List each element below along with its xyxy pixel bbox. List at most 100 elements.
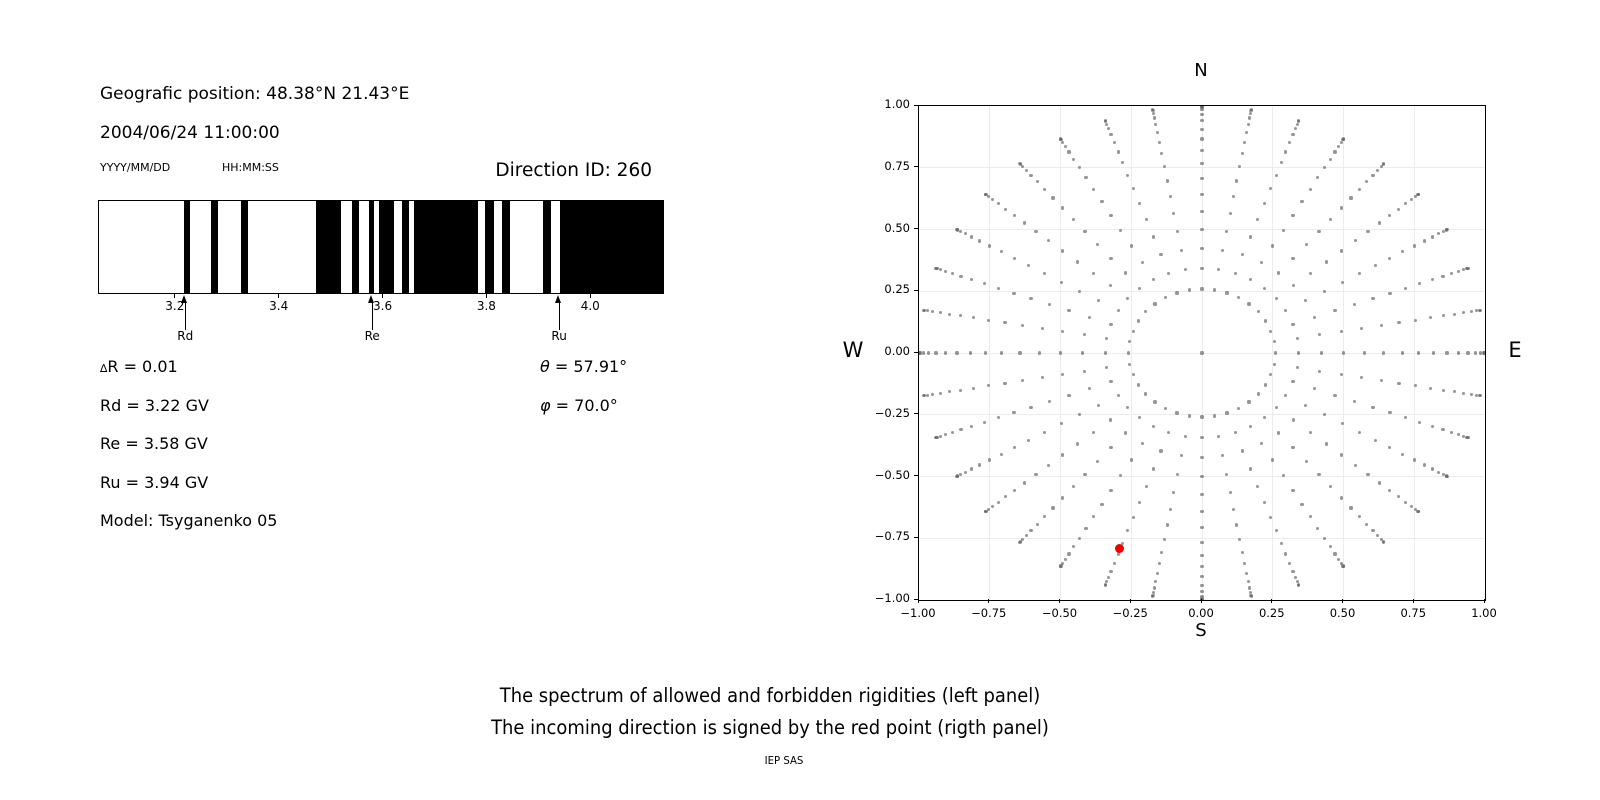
scatter-dot (1337, 144, 1341, 148)
scatter-dot (978, 239, 982, 243)
scatter-dot (1144, 310, 1148, 314)
scatter-dot (1409, 504, 1413, 508)
scatter-dot (1109, 488, 1113, 493)
scatter-dot (1474, 393, 1479, 397)
phi-value: φ = 70.0° (540, 396, 618, 415)
scatter-dot (1012, 488, 1016, 493)
scatter-dot (1021, 537, 1025, 541)
scatter-dot (1047, 302, 1052, 307)
scatter-dot (996, 202, 1000, 206)
scatter-dot (1058, 137, 1063, 141)
scatter-dot (1295, 336, 1299, 340)
scatter-dot (1200, 598, 1204, 600)
scatter-dot (1200, 209, 1204, 213)
scatter-dot (1157, 140, 1162, 144)
scatter-dot (1353, 239, 1357, 243)
rigidity-spectrum-plot (98, 200, 664, 294)
scatter-dot (1333, 309, 1337, 313)
scatter-dot (1457, 433, 1461, 437)
scatter-dot (950, 272, 954, 276)
allowed-rigidity-band (184, 201, 190, 293)
scatter-dot (1388, 411, 1392, 415)
scatter-dot (996, 500, 1000, 504)
scatter-dot (959, 473, 963, 477)
scatter-dot (1428, 316, 1432, 320)
scatter-dot (1047, 239, 1051, 243)
scatter-dot (1397, 321, 1401, 325)
scatter-dot (1333, 552, 1337, 556)
scatter-dot (1469, 309, 1473, 314)
scatter-dot (1318, 369, 1322, 373)
scatter-dot (1291, 256, 1295, 260)
scatter-dot (1155, 130, 1160, 135)
scatter-dot (1061, 562, 1065, 566)
scatter-dot (1284, 552, 1288, 556)
scatter-dot (1140, 441, 1144, 445)
scatter-dot (1295, 579, 1299, 584)
scatter-dot (1288, 141, 1292, 145)
scatter-dot (996, 416, 1000, 420)
scatter-dot (1238, 165, 1242, 169)
scatter-dot (1213, 288, 1217, 292)
scatter-dot (1200, 565, 1204, 569)
scatter-dot (1096, 459, 1100, 464)
scatter-dot (1349, 506, 1353, 510)
scatter-dot (1092, 187, 1096, 191)
scatter-dot (1441, 274, 1445, 279)
scatter-dot (1457, 269, 1461, 273)
cutoff-marker-arrow-line (184, 302, 186, 330)
scatter-dot (1096, 299, 1100, 303)
scatter-dot (1240, 152, 1244, 156)
scatter-dot (1067, 393, 1071, 397)
scatter-dot (1003, 381, 1007, 385)
scatter-dot (1003, 207, 1008, 211)
scatter-dot (1092, 272, 1096, 276)
x-axis-tick-label: −0.75 (971, 606, 1007, 620)
scatter-dot (1100, 502, 1104, 506)
scatter-dot (1274, 297, 1278, 301)
scatter-dot (1376, 534, 1380, 538)
cutoff-marker-arrow-line (371, 302, 373, 330)
scatter-dot (1109, 133, 1113, 137)
scatter-dot (1362, 351, 1366, 355)
scatter-dot (938, 311, 942, 315)
cutoff-marker-arrow-line (558, 302, 560, 330)
scatter-dot (1112, 141, 1116, 145)
credit-text: IEP SAS (764, 754, 804, 767)
scatter-dot (1430, 278, 1434, 282)
scatter-dot (1274, 405, 1278, 409)
scatter-dot (1388, 213, 1392, 218)
scatter-dot (1317, 473, 1321, 477)
scatter-dot (1138, 416, 1142, 420)
scatter-dot (1083, 229, 1087, 233)
scatter-dot (1248, 467, 1252, 471)
rigidity-axis-tick-label: 4.0 (580, 299, 600, 313)
y-axis-tick-label: −0.75 (874, 529, 910, 544)
y-axis-tick-label: 1.00 (884, 97, 910, 111)
scatter-dot (1376, 168, 1380, 172)
y-axis-tick-label: −1.00 (874, 591, 910, 605)
rigidity-axis-tick-label: 3.6 (373, 299, 393, 313)
scatter-dot (1063, 558, 1067, 562)
scatter-dot (1284, 150, 1288, 154)
scatter-dot (1268, 187, 1273, 191)
scatter-dot (1366, 229, 1370, 233)
scatter-dot (955, 474, 959, 479)
scatter-dot (1388, 488, 1392, 493)
scatter-dot (963, 232, 967, 236)
allowed-rigidity-band (351, 201, 360, 293)
scatter-dot (986, 195, 991, 199)
scatter-dot (1469, 392, 1473, 397)
scatter-dot (1248, 424, 1252, 428)
scatter-dot (1247, 586, 1252, 590)
scatter-dot (1152, 586, 1157, 590)
scatter-dot (1388, 256, 1392, 260)
scatter-dot (1256, 392, 1260, 396)
scatter-dot (927, 351, 931, 355)
scatter-dot (1116, 309, 1120, 313)
scatter-dot (1213, 414, 1217, 418)
scatter-dot (1200, 119, 1204, 123)
scatter-dot (972, 386, 976, 390)
scatter-dot (1379, 323, 1383, 328)
scatter-dot (1329, 217, 1333, 221)
